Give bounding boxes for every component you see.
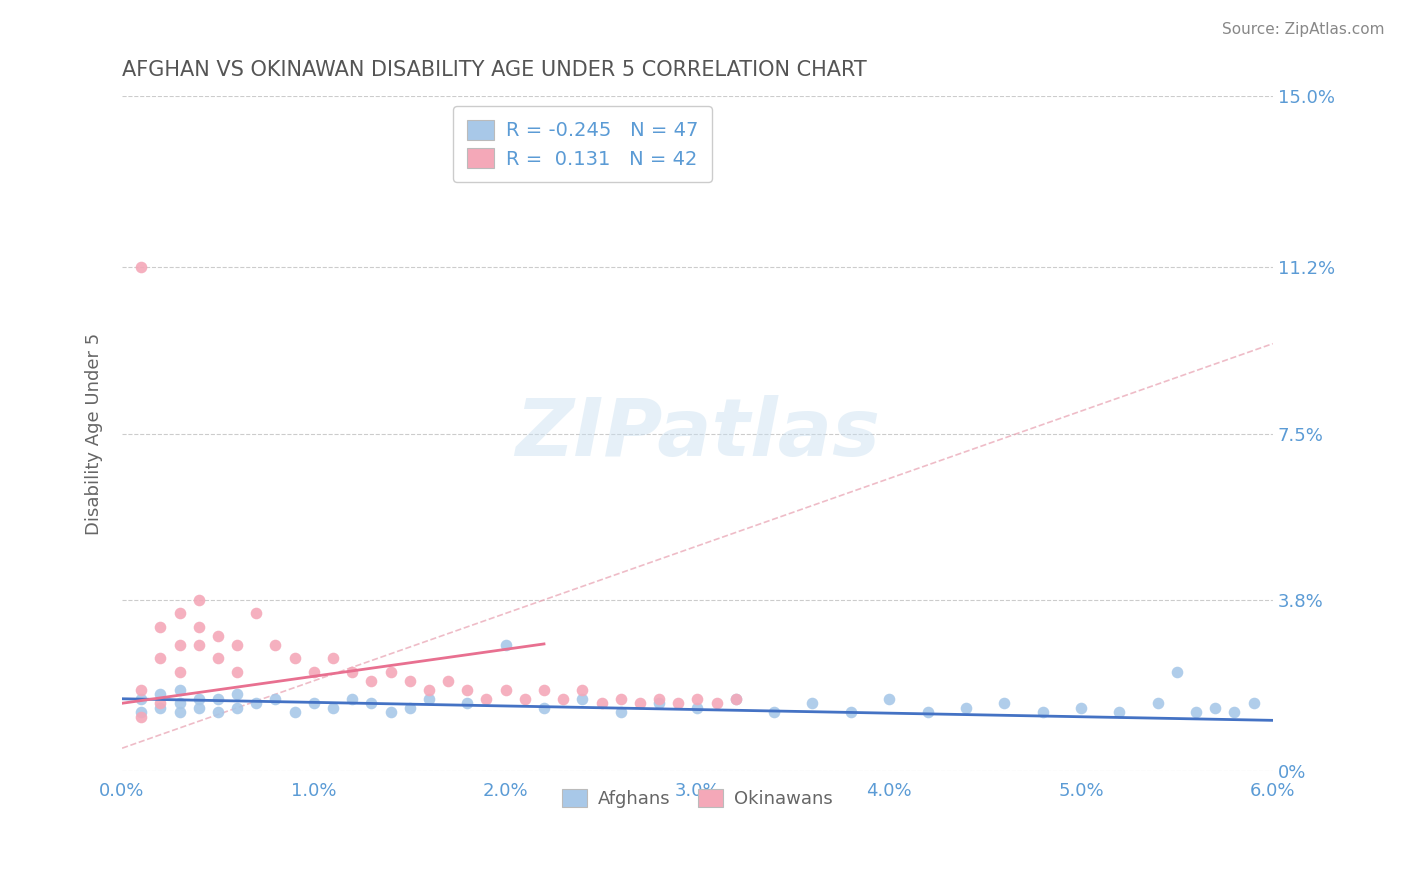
- Point: [955, 700, 977, 714]
- Y-axis label: Disability Age Under 5: Disability Age Under 5: [86, 333, 103, 534]
- Point: [609, 691, 631, 706]
- Point: [187, 638, 209, 652]
- Point: [322, 700, 344, 714]
- Point: [763, 705, 786, 719]
- Point: [1243, 696, 1265, 710]
- Point: [398, 673, 420, 688]
- Text: ZIPatlas: ZIPatlas: [515, 394, 880, 473]
- Point: [1204, 700, 1226, 714]
- Point: [398, 700, 420, 714]
- Point: [226, 638, 249, 652]
- Point: [340, 691, 363, 706]
- Point: [686, 691, 709, 706]
- Point: [609, 705, 631, 719]
- Point: [284, 651, 307, 665]
- Point: [533, 700, 555, 714]
- Point: [187, 620, 209, 634]
- Point: [418, 682, 440, 697]
- Point: [1166, 665, 1188, 679]
- Point: [686, 700, 709, 714]
- Point: [839, 705, 862, 719]
- Point: [226, 700, 249, 714]
- Point: [917, 705, 939, 719]
- Point: [1223, 705, 1246, 719]
- Point: [724, 691, 747, 706]
- Point: [380, 665, 402, 679]
- Point: [993, 696, 1015, 710]
- Point: [495, 638, 517, 652]
- Point: [666, 696, 689, 710]
- Point: [648, 696, 671, 710]
- Legend: Afghans, Okinawans: Afghans, Okinawans: [547, 774, 848, 822]
- Point: [533, 682, 555, 697]
- Point: [706, 696, 728, 710]
- Point: [169, 682, 191, 697]
- Point: [360, 696, 382, 710]
- Point: [648, 691, 671, 706]
- Point: [245, 696, 267, 710]
- Point: [169, 665, 191, 679]
- Point: [340, 665, 363, 679]
- Point: [418, 691, 440, 706]
- Point: [207, 651, 229, 665]
- Text: Source: ZipAtlas.com: Source: ZipAtlas.com: [1222, 22, 1385, 37]
- Point: [877, 691, 900, 706]
- Point: [187, 593, 209, 607]
- Text: AFGHAN VS OKINAWAN DISABILITY AGE UNDER 5 CORRELATION CHART: AFGHAN VS OKINAWAN DISABILITY AGE UNDER …: [122, 60, 868, 79]
- Point: [149, 687, 172, 701]
- Point: [553, 691, 575, 706]
- Point: [129, 705, 152, 719]
- Point: [284, 705, 307, 719]
- Point: [207, 629, 229, 643]
- Point: [149, 651, 172, 665]
- Point: [226, 665, 249, 679]
- Point: [1185, 705, 1208, 719]
- Point: [226, 687, 249, 701]
- Point: [380, 705, 402, 719]
- Point: [129, 691, 152, 706]
- Point: [801, 696, 824, 710]
- Point: [149, 620, 172, 634]
- Point: [207, 705, 229, 719]
- Point: [187, 691, 209, 706]
- Point: [245, 607, 267, 621]
- Point: [149, 700, 172, 714]
- Point: [264, 691, 287, 706]
- Point: [591, 696, 613, 710]
- Point: [129, 710, 152, 724]
- Point: [1146, 696, 1168, 710]
- Point: [169, 607, 191, 621]
- Point: [129, 260, 152, 275]
- Point: [628, 696, 651, 710]
- Point: [724, 691, 747, 706]
- Point: [1032, 705, 1054, 719]
- Point: [495, 682, 517, 697]
- Point: [456, 682, 478, 697]
- Point: [187, 700, 209, 714]
- Point: [169, 696, 191, 710]
- Point: [169, 705, 191, 719]
- Point: [513, 691, 536, 706]
- Point: [571, 682, 593, 697]
- Point: [302, 665, 325, 679]
- Point: [207, 691, 229, 706]
- Point: [437, 673, 460, 688]
- Point: [129, 682, 152, 697]
- Point: [322, 651, 344, 665]
- Point: [149, 696, 172, 710]
- Point: [475, 691, 498, 706]
- Point: [302, 696, 325, 710]
- Point: [456, 696, 478, 710]
- Point: [571, 691, 593, 706]
- Point: [264, 638, 287, 652]
- Point: [1070, 700, 1092, 714]
- Point: [1108, 705, 1130, 719]
- Point: [169, 638, 191, 652]
- Point: [360, 673, 382, 688]
